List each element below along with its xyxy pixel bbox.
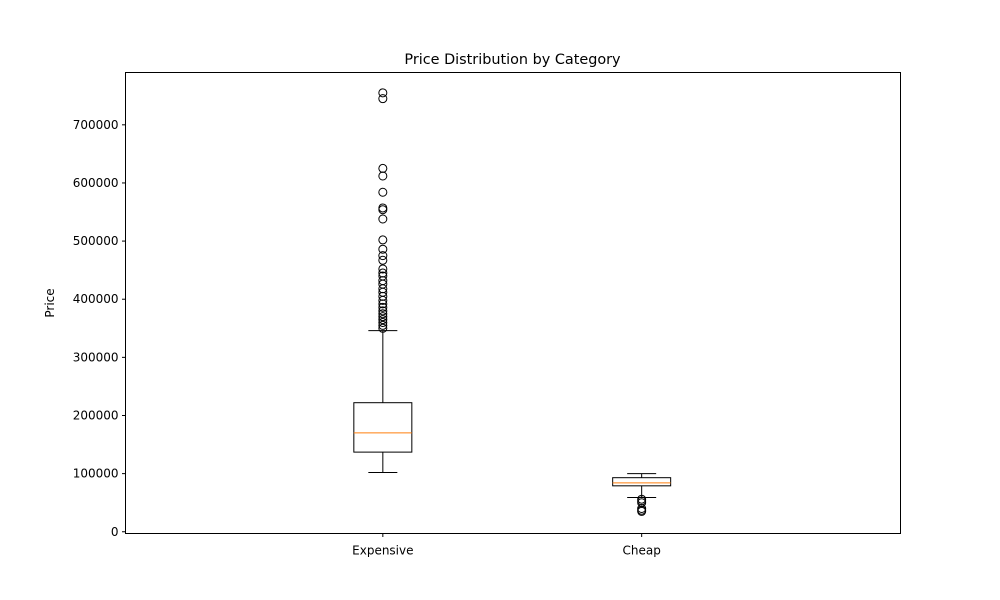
outlier-point xyxy=(378,163,388,173)
x-tick-label: Cheap xyxy=(622,544,660,558)
iqr-box xyxy=(612,477,672,487)
outlier-point xyxy=(378,299,388,309)
outlier-point xyxy=(378,295,388,305)
outlier-point xyxy=(378,255,388,265)
outlier-point xyxy=(378,309,388,319)
outlier-point xyxy=(378,323,388,333)
outlier-point xyxy=(378,264,388,274)
y-tick-label: 0 xyxy=(111,525,119,539)
y-tick-label: 200000 xyxy=(73,408,119,422)
iqr-box xyxy=(353,402,413,453)
outlier-point xyxy=(637,506,647,516)
y-tick-label: 300000 xyxy=(73,350,119,364)
outlier-point xyxy=(378,306,388,316)
outlier-point xyxy=(378,320,388,330)
plot-area: 0 100000 200000 300000 400000 500000 600000 700… xyxy=(73,88,672,558)
y-tick-label: 600000 xyxy=(73,176,119,190)
outlier-point xyxy=(378,312,388,322)
axes-frame xyxy=(125,72,901,534)
outlier-point xyxy=(378,235,388,245)
outlier-point xyxy=(378,171,388,181)
outlier-point xyxy=(378,317,388,327)
outlier-point xyxy=(378,205,388,215)
outlier-point xyxy=(378,244,388,254)
outlier-point xyxy=(378,94,388,104)
outlier-point xyxy=(378,187,388,197)
chart-title: Price Distribution by Category xyxy=(404,52,621,68)
y-tick-label: 400000 xyxy=(73,292,119,306)
outlier-point xyxy=(637,496,647,506)
outlier-point xyxy=(378,214,388,224)
outlier-point xyxy=(378,251,388,261)
y-tick-label: 700000 xyxy=(73,118,119,132)
y-tick-label: 100000 xyxy=(73,467,119,481)
y-axis-label: Price xyxy=(43,288,57,317)
outlier-point xyxy=(378,315,388,325)
outlier-point xyxy=(378,203,388,213)
x-tick-label: Expensive xyxy=(352,544,413,558)
y-tick-label: 500000 xyxy=(73,234,119,248)
outlier-point xyxy=(378,302,388,312)
outlier-point xyxy=(378,88,388,98)
